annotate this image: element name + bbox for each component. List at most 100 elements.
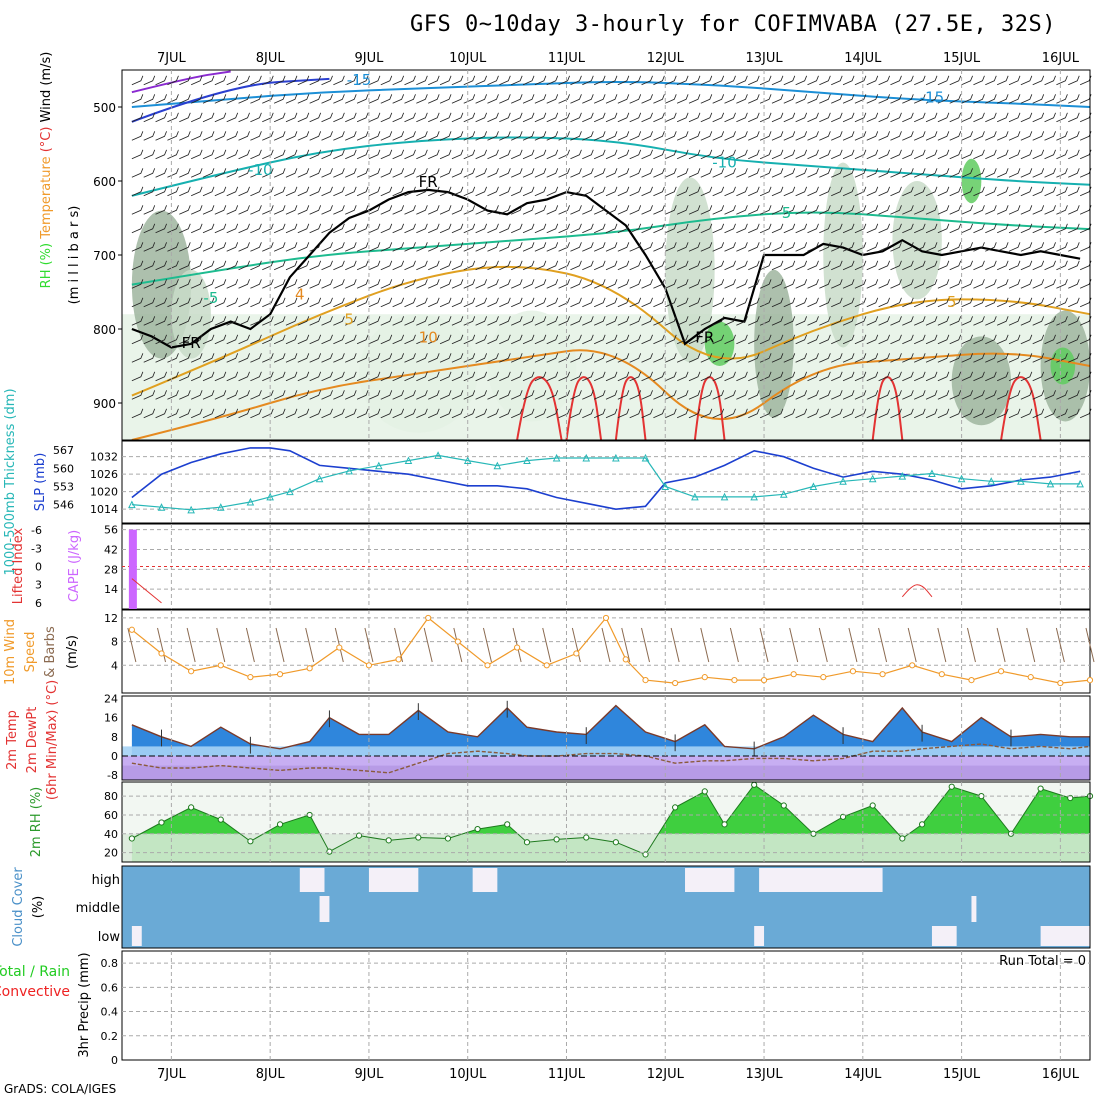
- upper-wind-barb: [570, 242, 582, 252]
- upper-wind-barb: [238, 186, 250, 197]
- upper-wind-barb: [238, 131, 250, 141]
- wind-speed-point: [247, 674, 254, 681]
- upper-wind-barb: [273, 242, 286, 252]
- thickness-point: [691, 492, 699, 501]
- upper-wind-barb: [831, 279, 843, 289]
- upper-wind-barb: [439, 297, 452, 308]
- upper-wind-barb: [890, 149, 902, 160]
- thickness-point: [187, 505, 195, 514]
- upper-wind-barb: [570, 205, 582, 215]
- upper-wind-barb: [250, 390, 262, 400]
- upper-wind-barb: [1044, 242, 1056, 252]
- upper-wind-barb: [854, 408, 867, 419]
- upper-wind-barb: [155, 408, 167, 419]
- cape-ylabel-part-0: CAPE (J/kg): [67, 530, 82, 602]
- upper-air-ylabel-part-1: Temperature: [39, 156, 54, 242]
- upper-wind-barb: [795, 279, 808, 289]
- upper-wind-barb: [368, 260, 381, 271]
- upper-wind-barb: [155, 353, 167, 363]
- upper-wind-barb: [831, 353, 843, 363]
- upper-wind-barb: [238, 316, 250, 326]
- upper-wind-barb: [736, 316, 748, 326]
- wind-ylabel-b: Speed: [23, 632, 38, 673]
- upper-wind-barb: [511, 168, 523, 178]
- upper-wind-barb: [570, 94, 582, 104]
- upper-wind-barb: [499, 223, 511, 234]
- upper-wind-barb: [345, 353, 357, 363]
- li-tick-label: 0: [35, 561, 42, 574]
- upper-wind-barb: [937, 205, 950, 215]
- upper-wind-barb: [463, 260, 476, 271]
- upper-wind-barb: [866, 94, 879, 104]
- upper-wind-barb: [1056, 316, 1068, 326]
- upper-wind-barb: [593, 168, 606, 178]
- upper-wind-barb: [617, 223, 630, 234]
- upper-wind-barb: [593, 149, 606, 160]
- upper-wind-barb: [688, 334, 701, 345]
- upper-wind-barb: [167, 297, 179, 308]
- upper-wind-barb: [629, 112, 642, 123]
- upper-wind-barb: [167, 131, 179, 141]
- upper-wind-barb: [890, 279, 902, 289]
- upper-wind-barb: [262, 371, 274, 382]
- upper-wind-barb: [321, 223, 333, 234]
- rh-low-band: [122, 833, 1090, 862]
- rh-point: [128, 835, 135, 842]
- upper-wind-barb: [985, 223, 997, 234]
- upper-wind-barb: [617, 334, 630, 345]
- upper-wind-barb: [273, 149, 286, 160]
- upper-wind-barb: [202, 316, 215, 326]
- upper-wind-barb: [676, 223, 689, 234]
- upper-wind-barb: [475, 131, 487, 141]
- upper-wind-barb: [582, 297, 594, 308]
- upper-wind-barb: [262, 205, 274, 215]
- upper-wind-barb: [238, 260, 250, 271]
- cloud-ylabel-units: (%): [31, 896, 46, 919]
- upper-wind-barb: [309, 94, 322, 104]
- upper-wind-barb: [428, 112, 440, 123]
- upper-wind-barb: [914, 353, 926, 363]
- upper-wind-barb: [961, 223, 973, 234]
- upper-wind-barb: [795, 149, 808, 160]
- temp-tick-label: 8: [111, 731, 118, 744]
- upper-wind-barb: [831, 390, 843, 400]
- upper-wind-barb: [925, 131, 938, 141]
- upper-wind-barb: [570, 186, 582, 197]
- upper-wind-barb: [143, 75, 156, 86]
- upper-wind-barb: [712, 408, 725, 419]
- upper-wind-barb: [238, 353, 250, 363]
- upper-wind-barb: [842, 390, 855, 400]
- upper-wind-barb: [641, 371, 653, 382]
- upper-wind-barb: [356, 149, 369, 160]
- rh-point: [217, 816, 224, 823]
- date-tick-top: 7JUL: [157, 51, 187, 66]
- upper-wind-barb: [451, 260, 464, 271]
- upper-wind-barb: [582, 279, 594, 289]
- upper-wind-barb: [534, 260, 547, 271]
- upper-wind-barb: [700, 242, 713, 252]
- upper-wind-barb: [937, 353, 950, 363]
- rh-point: [948, 783, 955, 790]
- upper-wind-barb: [131, 334, 144, 345]
- upper-wind-barb: [748, 186, 760, 197]
- upper-wind-barb: [285, 371, 298, 382]
- thickness-point: [957, 474, 966, 483]
- upper-wind-barb: [238, 112, 250, 123]
- upper-wind-barb: [226, 242, 239, 252]
- rh-patch: [892, 181, 942, 300]
- thickness-tick-label: 546: [53, 499, 74, 512]
- upper-wind-barb: [1044, 223, 1056, 234]
- upper-wind-barb: [451, 168, 464, 178]
- cape-tick-label: 14: [104, 583, 118, 596]
- upper-wind-barb: [262, 112, 274, 123]
- upper-wind-barb: [854, 131, 867, 141]
- upper-wind-barb: [712, 316, 725, 326]
- upper-wind-barb: [179, 334, 191, 345]
- upper-wind-barb: [309, 223, 322, 234]
- upper-wind-barb: [771, 279, 784, 289]
- upper-wind-barb: [961, 112, 973, 123]
- upper-wind-barb: [878, 297, 890, 308]
- upper-wind-barb: [226, 149, 239, 160]
- wind-speed-point: [731, 677, 738, 684]
- upper-wind-barb: [345, 297, 357, 308]
